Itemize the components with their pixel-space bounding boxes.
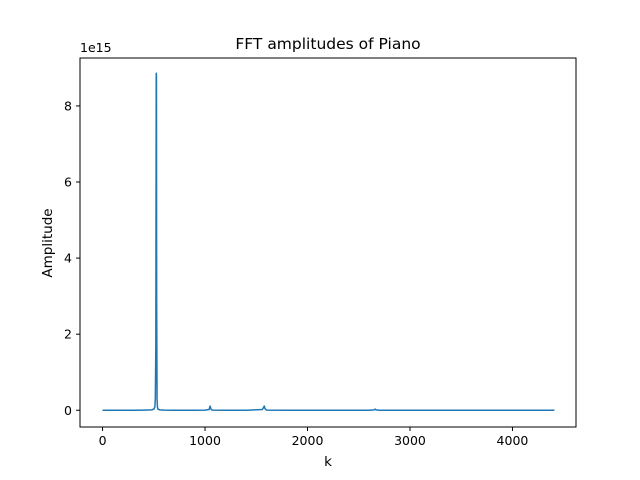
x-tick-label: 1000 <box>189 433 221 448</box>
series-line-0 <box>102 72 555 412</box>
y-tick-label: 4 <box>64 251 72 266</box>
series-layer <box>102 72 555 412</box>
x-tick-label: 3000 <box>394 433 426 448</box>
y-axis-ticks: 0 2 4 6 8 <box>64 98 80 418</box>
x-axis-title: k <box>324 454 332 470</box>
axes-frame <box>79 57 577 428</box>
y-tick-label: 2 <box>64 327 72 342</box>
plot-background <box>80 58 576 427</box>
y-tick-label: 0 <box>64 403 72 418</box>
chart-title: FFT amplitudes of Piano <box>235 35 420 53</box>
plot-area: 0 1000 2000 3000 4000 0 2 4 6 8 <box>64 57 577 448</box>
x-axis-ticks: 0 1000 2000 3000 4000 <box>99 427 529 448</box>
x-tick-label: 4000 <box>497 433 529 448</box>
y-tick-label: 6 <box>64 175 72 190</box>
y-tick-label: 8 <box>64 98 72 113</box>
x-tick-label: 2000 <box>292 433 324 448</box>
x-tick-label: 0 <box>99 433 107 448</box>
y-axis-title: Amplitude <box>40 208 56 277</box>
y-axis-offset-label: 1e15 <box>80 40 112 55</box>
